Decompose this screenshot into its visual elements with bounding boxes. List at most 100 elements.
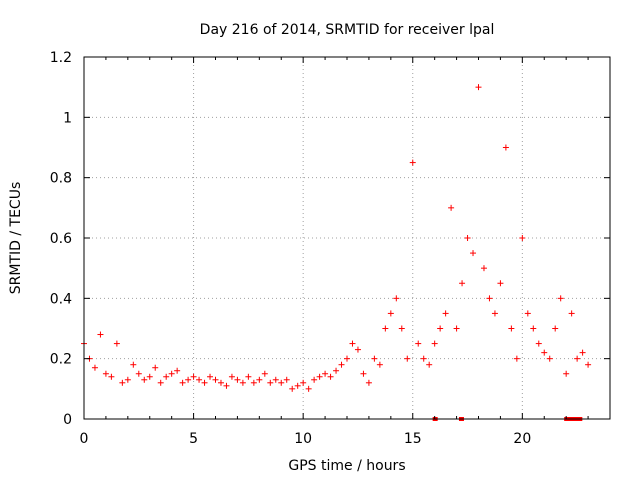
chart-title: Day 216 of 2014, SRMTID for receiver lpa… <box>200 22 495 38</box>
data-point <box>557 295 564 302</box>
data-point <box>360 370 367 377</box>
data-point <box>393 295 400 302</box>
data-point <box>464 235 471 241</box>
data-point <box>245 373 252 380</box>
y-tick-label: 0.2 <box>50 352 72 368</box>
axis-ticks <box>83 56 610 420</box>
data-point <box>409 159 416 166</box>
data-point <box>574 355 581 362</box>
data-point <box>519 235 526 241</box>
data-point <box>344 355 350 362</box>
data-point <box>294 382 301 389</box>
data-point <box>376 361 383 368</box>
data-point <box>316 373 323 380</box>
data-point <box>486 295 493 302</box>
data-points <box>81 84 592 421</box>
data-point <box>333 367 340 374</box>
data-point <box>124 376 131 383</box>
data-point <box>535 340 542 347</box>
x-tick-labels: 0 5 10 15 20 <box>80 431 532 447</box>
data-point <box>141 376 148 383</box>
data-point <box>541 349 548 356</box>
data-point <box>108 373 115 380</box>
data-point <box>97 331 104 338</box>
data-point <box>568 310 575 317</box>
data-point <box>387 310 394 317</box>
data-point <box>415 340 422 347</box>
data-point <box>426 361 433 368</box>
data-point <box>157 379 164 386</box>
data-point <box>338 361 345 368</box>
data-point <box>524 310 531 317</box>
data-point <box>250 379 257 386</box>
data-point <box>217 379 224 386</box>
data-point <box>475 84 482 91</box>
data-point <box>579 349 586 356</box>
data-point <box>442 310 449 317</box>
data-point <box>354 346 361 353</box>
data-point <box>398 325 405 332</box>
data-point <box>267 379 274 386</box>
y-axis-label: SRMTID / TECUs <box>8 182 24 295</box>
data-point <box>459 280 466 287</box>
data-point <box>305 385 312 392</box>
data-point <box>530 325 537 332</box>
data-point <box>453 325 460 332</box>
y-tick-label: 0.4 <box>50 291 72 307</box>
data-point <box>261 370 268 377</box>
data-point <box>404 355 411 362</box>
data-point <box>552 325 559 332</box>
data-point <box>563 370 570 377</box>
data-point <box>196 376 203 383</box>
data-point <box>470 250 477 257</box>
x-tick-label: 5 <box>189 431 198 447</box>
data-point <box>546 355 553 362</box>
x-tick-label: 20 <box>513 431 531 447</box>
x-axis-label: GPS time / hours <box>288 458 405 474</box>
data-point <box>289 385 296 392</box>
x-tick-label: 15 <box>404 431 422 447</box>
data-point <box>228 373 235 380</box>
x-tick-label: 10 <box>294 431 312 447</box>
data-point <box>420 355 427 362</box>
data-point <box>234 376 241 383</box>
y-tick-label: 0.6 <box>50 231 72 247</box>
data-point <box>382 325 389 332</box>
data-point <box>130 361 137 368</box>
data-point <box>431 340 438 347</box>
data-point <box>585 361 592 368</box>
data-point <box>135 370 142 377</box>
data-point <box>300 379 307 386</box>
y-tick-label: 0.8 <box>50 171 72 187</box>
y-tick-labels: 0 0.2 0.4 0.6 0.8 1 1.2 <box>50 50 72 428</box>
data-point <box>448 204 455 211</box>
data-point <box>163 373 170 380</box>
data-point <box>201 379 208 386</box>
data-point <box>256 376 263 383</box>
data-point <box>349 340 356 347</box>
data-point <box>322 370 329 377</box>
data-point <box>179 379 186 386</box>
data-point <box>513 355 520 362</box>
data-point <box>212 376 219 383</box>
data-point <box>278 379 285 386</box>
y-tick-label: 1.2 <box>50 50 72 66</box>
data-point <box>365 379 372 386</box>
data-point <box>152 364 159 371</box>
data-point <box>283 376 290 383</box>
data-point <box>327 373 334 380</box>
data-point <box>223 382 230 389</box>
data-point <box>311 376 318 383</box>
y-tick-label: 1 <box>63 110 72 126</box>
data-point <box>491 310 498 317</box>
x-tick-label: 0 <box>80 431 89 447</box>
data-point <box>174 367 181 374</box>
data-point <box>480 265 487 272</box>
data-point <box>119 379 126 386</box>
data-point <box>239 379 246 386</box>
data-point <box>91 364 98 371</box>
data-point <box>146 373 153 380</box>
data-point <box>502 144 509 151</box>
